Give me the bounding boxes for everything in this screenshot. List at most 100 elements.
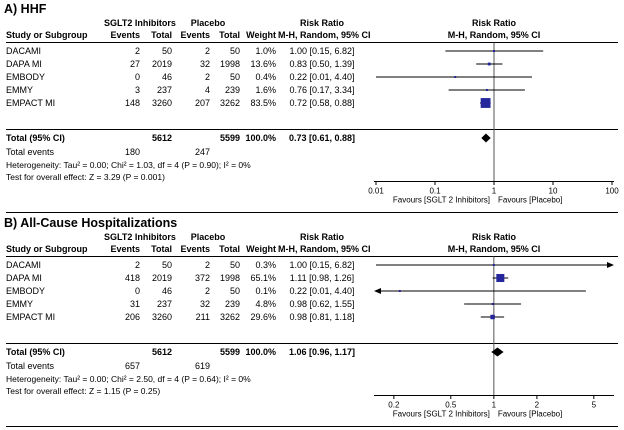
weight-value: 29.6% <box>250 312 276 322</box>
study-name: EMMY <box>6 299 33 309</box>
effect-marker <box>485 89 488 91</box>
events-control: 32 <box>199 299 210 309</box>
ci-arrow-right <box>607 262 614 268</box>
total-diamond <box>491 347 504 357</box>
total-control: 50 <box>229 72 240 82</box>
risk-ratio-value: 0.72 [0.58, 0.88] <box>289 98 355 108</box>
axis-tick-label: 0.2 <box>388 401 400 410</box>
col-header-study: Study or Subgroup <box>6 244 88 254</box>
effect-marker <box>480 98 491 108</box>
effect-marker <box>487 62 491 66</box>
risk-ratio-value: 1.00 [0.15, 6.82] <box>289 260 355 270</box>
risk-ratio-value: 0.76 [0.17, 3.34] <box>289 85 355 95</box>
panel-hhf: A) HHF SGLT2 Inhibitors Placebo Risk Ratio… <box>0 2 624 216</box>
events-control: 32 <box>199 59 210 69</box>
total-label: Total (95% CI) <box>6 347 65 357</box>
total-control: 1998 <box>219 273 240 283</box>
total-treatment: 2019 <box>151 59 172 69</box>
study-name: EMBODY <box>6 72 46 82</box>
axis-tick-label: 10 <box>549 187 558 196</box>
total-weight: 100.0% <box>245 133 276 143</box>
total-events-label: Total events <box>6 361 55 371</box>
risk-ratio-value: 1.11 [0.98, 1.26] <box>289 273 355 283</box>
total-risk-ratio: 1.06 [0.96, 1.17] <box>288 347 356 357</box>
total-control: 3262 <box>219 312 240 322</box>
weight-value: 0.4% <box>255 72 276 82</box>
events-control: 211 <box>195 312 210 322</box>
weight-value: 83.5% <box>250 98 276 108</box>
total-treatment: 46 <box>161 72 172 82</box>
total-treatment: 3260 <box>151 98 172 108</box>
risk-ratio-value: 0.98 [0.62, 1.55] <box>289 299 355 309</box>
forest-canvas: 0.2 0.5 1 2 5 Favours [SGLT 2 Inhibitors] Favo… <box>6 256 618 427</box>
col-header-weight: Weight <box>246 30 276 40</box>
group-header-treatment: SGLT2 Inhibitors <box>104 18 176 28</box>
axis-tick-label: 2 <box>535 401 540 410</box>
weight-value: 1.6% <box>255 85 276 95</box>
total-control: 50 <box>229 46 240 56</box>
col-header-mh: M-H, Random, 95% CI <box>278 244 371 254</box>
axis-tick-label: 1 <box>492 187 497 196</box>
risk-ratio-value: 0.22 [0.01, 4.40] <box>289 72 355 82</box>
panel-title: A) HHF <box>4 2 47 16</box>
study-name: DACAMI <box>6 260 42 270</box>
total-control: 239 <box>224 85 240 95</box>
total-control: 1998 <box>219 59 240 69</box>
weight-value: 1.0% <box>255 46 276 56</box>
col-header-weight: Weight <box>246 244 276 254</box>
events-control: 2 <box>204 72 210 82</box>
weight-value: 13.6% <box>250 59 276 69</box>
favours-right-label: Favours [Placebo] <box>498 196 562 205</box>
events-treatment: 0 <box>134 72 140 82</box>
total-events-control: 619 <box>194 361 210 371</box>
effect-marker <box>492 264 495 266</box>
col-header-total-treatment: Total <box>151 244 172 254</box>
overall-effect-text: Test for overall effect: Z = 3.29 (P = 0… <box>6 172 165 182</box>
events-treatment: 2 <box>134 46 140 56</box>
plot-header-risk-ratio: Risk Ratio <box>471 232 516 242</box>
risk-ratio-value: 0.98 [0.81, 1.18] <box>289 312 355 322</box>
total-events-label: Total events <box>6 147 55 157</box>
total-diamond <box>481 133 491 143</box>
events-treatment: 148 <box>124 98 140 108</box>
risk-ratio-value: 0.83 [0.50, 1.39] <box>289 59 355 69</box>
weight-value: 65.1% <box>250 273 276 283</box>
col-header-study: Study or Subgroup <box>6 30 88 40</box>
total-events-treatment: 657 <box>124 361 140 371</box>
plot-header-mh: M-H, Random, 95% CI <box>447 30 541 40</box>
study-name: DAPA MI <box>6 59 42 69</box>
group-header-risk-ratio: Risk Ratio <box>299 18 344 28</box>
col-header-events-control: Events <box>180 244 210 254</box>
study-name: DAPA MI <box>6 273 42 283</box>
weight-value: 0.1% <box>255 286 276 296</box>
risk-ratio-value: 1.00 [0.15, 6.82] <box>289 46 355 56</box>
events-treatment: 3 <box>134 85 140 95</box>
events-treatment: 418 <box>124 273 140 283</box>
events-treatment: 27 <box>129 59 140 69</box>
total-control: 239 <box>224 299 240 309</box>
study-name: EMMY <box>6 85 33 95</box>
axis-tick-label: 5 <box>592 401 597 410</box>
total-n-control: 5599 <box>219 347 240 357</box>
total-n-treatment: 5612 <box>151 347 172 357</box>
panel-title: B) All-Cause Hospitalizations <box>4 216 178 230</box>
total-label: Total (95% CI) <box>6 133 65 143</box>
events-treatment: 2 <box>134 260 140 270</box>
total-n-control: 5599 <box>219 133 240 143</box>
weight-value: 4.8% <box>255 299 276 309</box>
col-header-total-treatment: Total <box>151 30 172 40</box>
heterogeneity-text: Heterogeneity: Tau² = 0.00; Chi² = 2.50,… <box>6 374 251 384</box>
col-header-total-control: Total <box>219 30 240 40</box>
axis-tick-label: 0.1 <box>429 187 441 196</box>
forest-canvas: 0.01 0.1 1 10 100 Favours [SGLT 2 Inhibitors]… <box>6 42 619 213</box>
plot-header-risk-ratio: Risk Ratio <box>471 18 516 28</box>
effect-marker <box>493 50 495 52</box>
axis-tick-label: 100 <box>605 187 619 196</box>
group-header-risk-ratio: Risk Ratio <box>299 232 344 242</box>
total-control: 3262 <box>219 98 240 108</box>
total-weight: 100.0% <box>245 347 276 357</box>
axis-tick-label: 0.01 <box>368 187 384 196</box>
events-control: 2 <box>204 46 210 56</box>
total-treatment: 50 <box>161 46 172 56</box>
heterogeneity-text: Heterogeneity: Tau² = 0.00; Chi² = 1.03,… <box>6 160 251 170</box>
